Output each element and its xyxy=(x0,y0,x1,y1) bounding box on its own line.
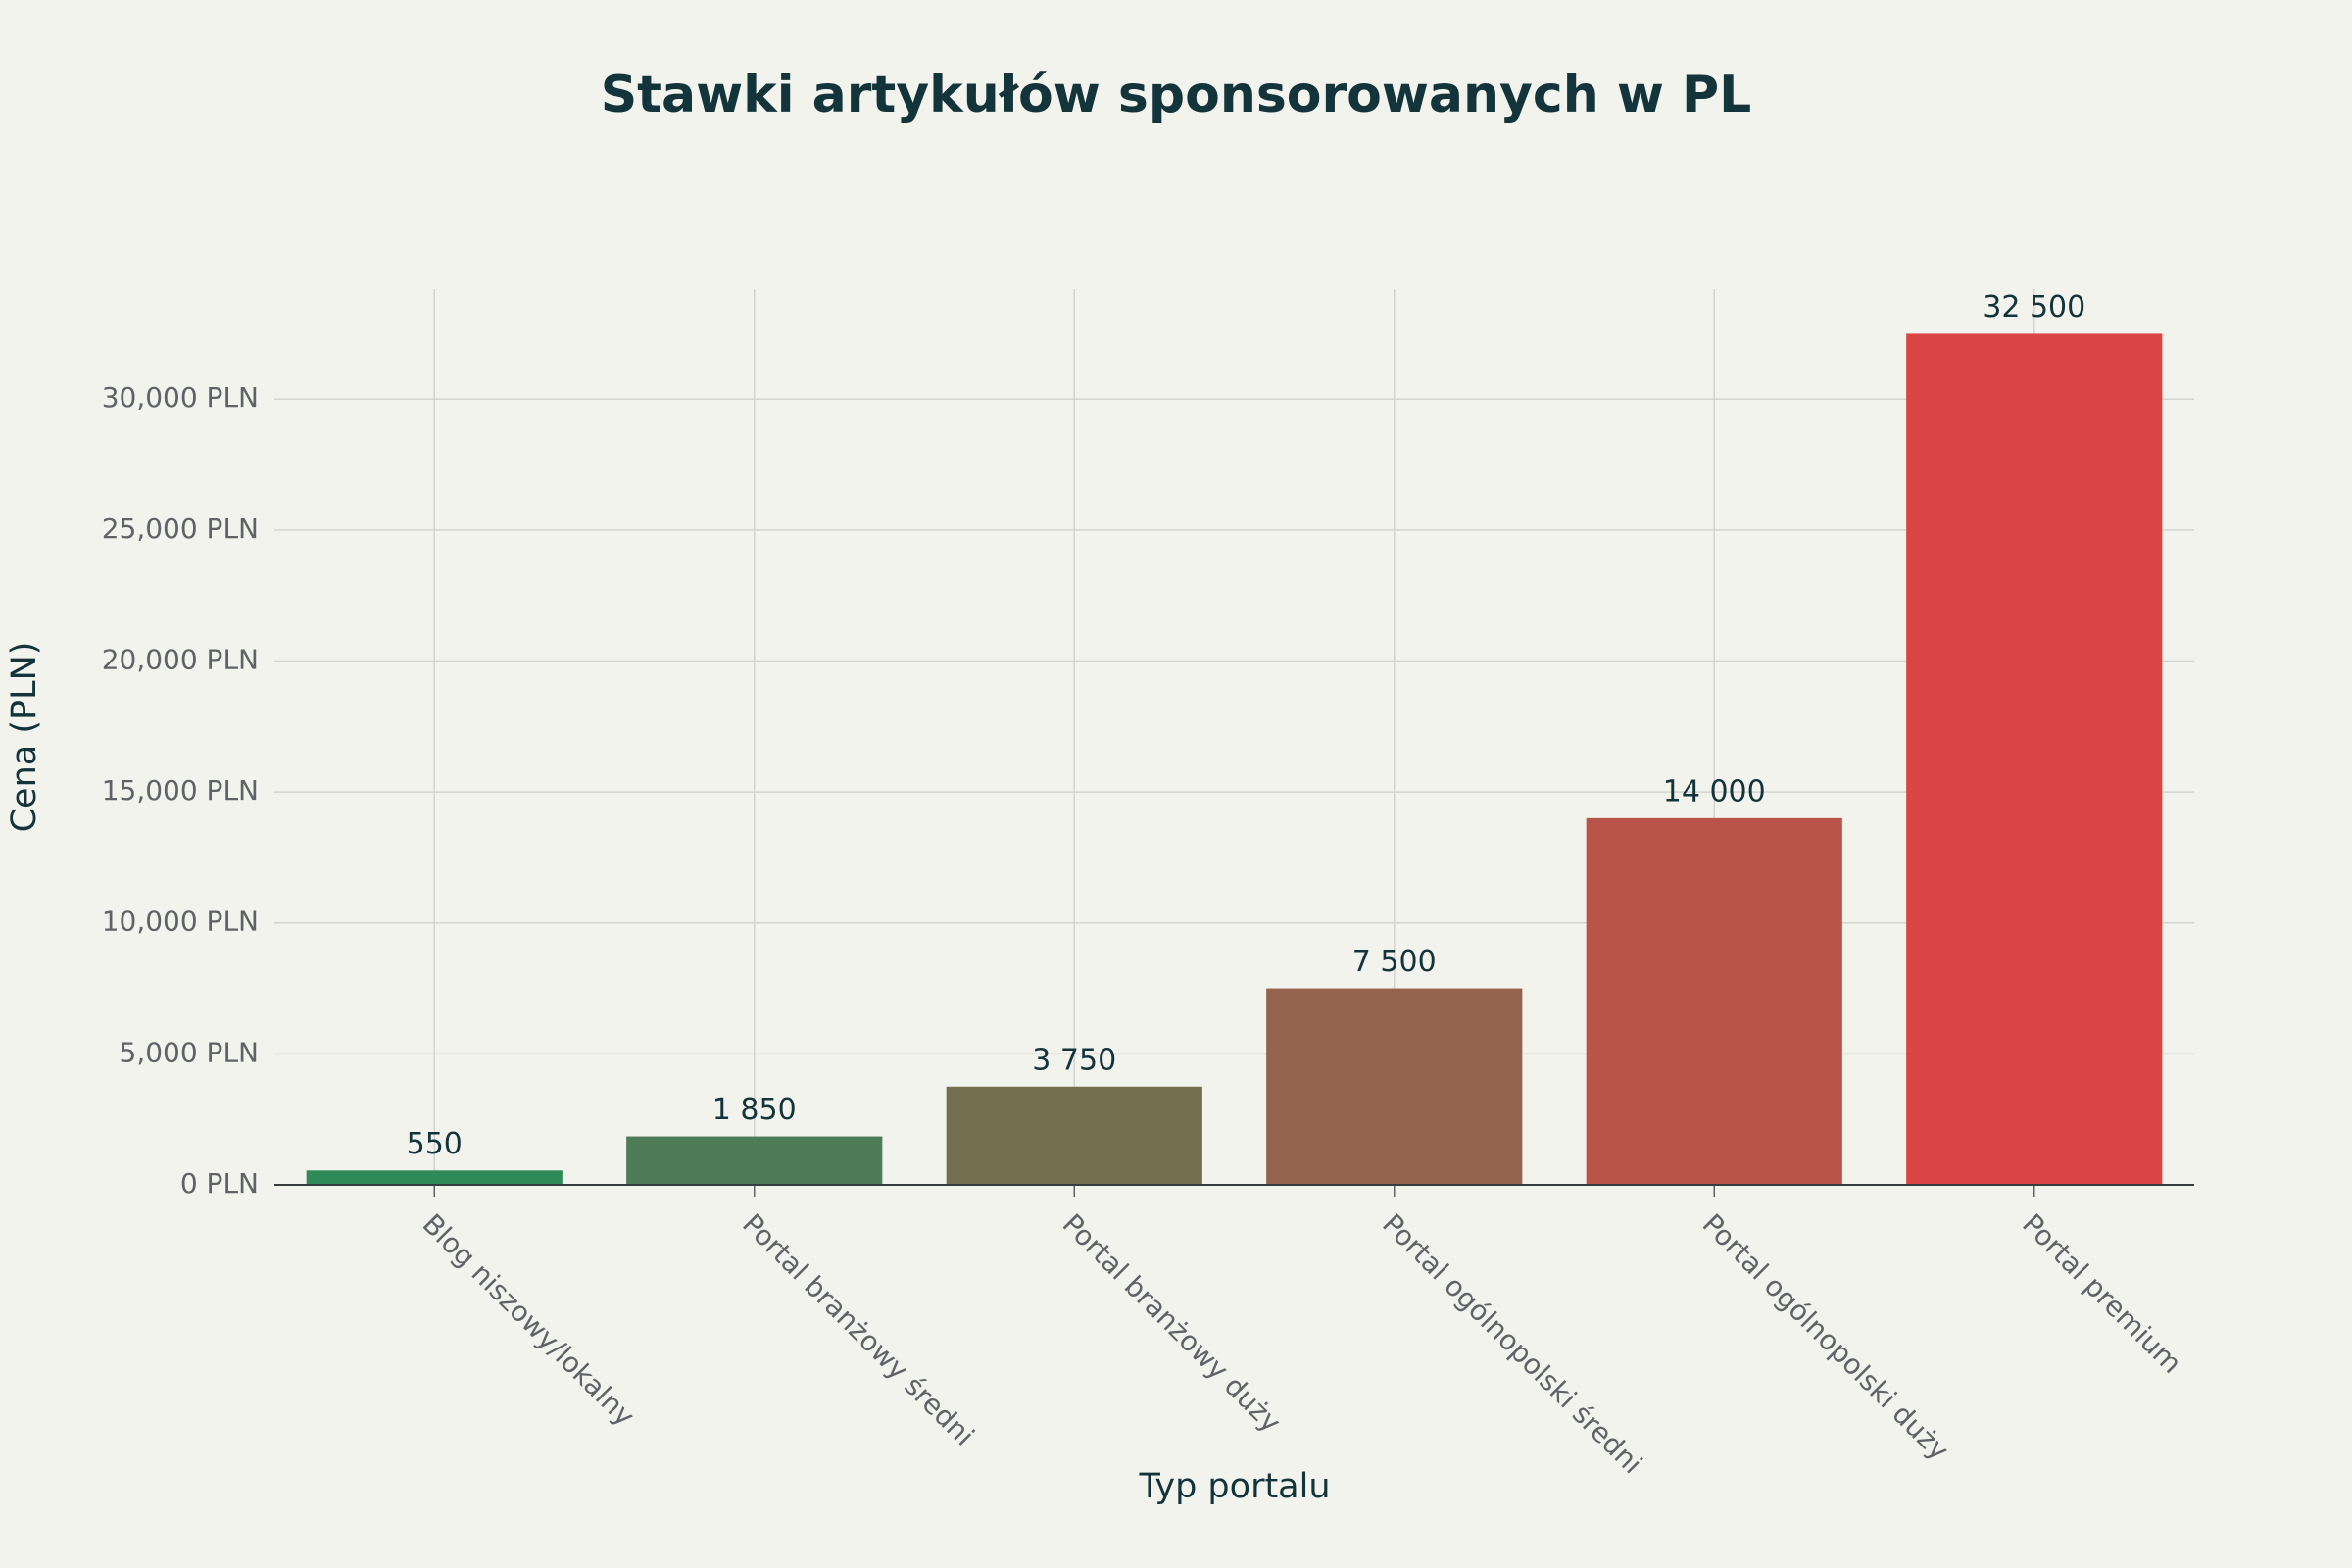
chart-title: Stawki artykułów sponsorowanych w PL xyxy=(601,66,1752,124)
y-axis-title: Cena (PLN) xyxy=(5,642,44,833)
y-tick-label: 5,000 PLN xyxy=(120,1036,260,1068)
y-tick-label: 25,000 PLN xyxy=(102,513,259,545)
y-tick-label: 0 PLN xyxy=(180,1167,259,1200)
bar xyxy=(1586,817,1842,1185)
y-tick-label: 30,000 PLN xyxy=(102,381,259,414)
value-label: 550 xyxy=(407,1127,463,1161)
y-tick-label: 10,000 PLN xyxy=(102,906,259,938)
bar xyxy=(1266,988,1523,1185)
y-tick-label: 15,000 PLN xyxy=(102,774,259,807)
y-tick-label: 20,000 PLN xyxy=(102,643,259,675)
x-axis-title: Typ portalu xyxy=(1138,1467,1330,1506)
bar xyxy=(626,1136,883,1185)
bar xyxy=(946,1086,1202,1185)
value-label: 7 500 xyxy=(1352,945,1437,979)
value-label: 3 750 xyxy=(1032,1043,1116,1077)
value-label: 14 000 xyxy=(1663,774,1766,808)
bar xyxy=(1906,333,2163,1185)
value-label: 32 500 xyxy=(1983,290,2085,324)
value-label: 1 850 xyxy=(712,1093,797,1127)
bar xyxy=(306,1170,563,1185)
